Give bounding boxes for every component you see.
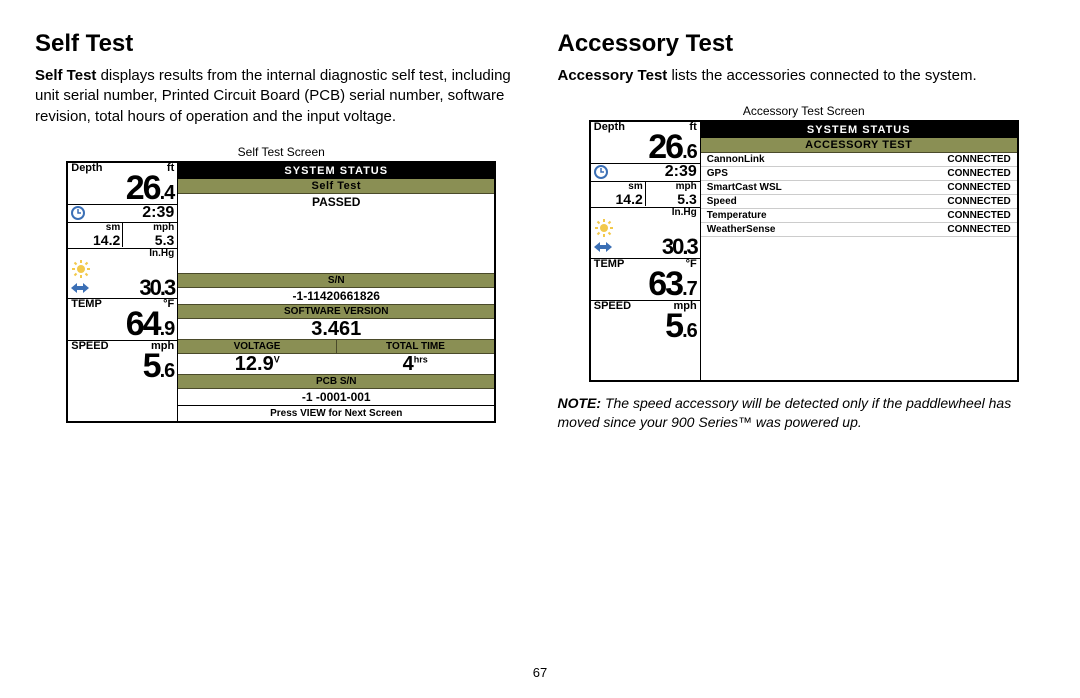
arrow-icon xyxy=(594,241,612,253)
self-test-status: PASSED xyxy=(178,194,494,210)
voltage-label: VOLTAGE xyxy=(178,339,337,354)
sun-icon xyxy=(594,218,614,238)
accessory-row: GPSCONNECTED xyxy=(701,167,1017,181)
accessory-note: NOTE: The speed accessory will be detect… xyxy=(558,394,1051,432)
accessory-list: CannonLinkCONNECTEDGPSCONNECTEDSmartCast… xyxy=(701,153,1017,380)
accessory-row: WeatherSenseCONNECTED xyxy=(701,223,1017,237)
self-test-main: SYSTEM STATUS Self Test PASSED S/N -1-11… xyxy=(178,163,494,421)
page-number: 67 xyxy=(0,665,1080,680)
self-test-heading: Self Test xyxy=(35,30,528,58)
accessory-row: SmartCast WSLCONNECTED xyxy=(701,181,1017,195)
accessory-row: SpeedCONNECTED xyxy=(701,195,1017,209)
total-time-label: TOTAL TIME xyxy=(337,339,495,354)
self-test-description: Self Test displays results from the inte… xyxy=(35,66,528,127)
clock-icon xyxy=(594,165,608,179)
voltage-value: 12.9V xyxy=(178,354,336,374)
sw-value: 3.461 xyxy=(178,319,494,339)
sn-value: -1-11420661826 xyxy=(178,288,494,304)
pcb-label: PCB S/N xyxy=(178,374,494,389)
system-status-header: SYSTEM STATUS xyxy=(701,122,1017,138)
accessory-main: SYSTEM STATUS ACCESSORY TEST CannonLinkC… xyxy=(701,122,1017,380)
accessory-row: TemperatureCONNECTED xyxy=(701,209,1017,223)
arrow-icon xyxy=(71,282,89,294)
accessory-test-heading: Accessory Test xyxy=(558,30,1051,58)
sun-icon xyxy=(71,259,91,279)
system-status-header: SYSTEM STATUS xyxy=(178,163,494,179)
pcb-value: -1 -0001-001 xyxy=(178,389,494,405)
clock-icon xyxy=(71,206,85,220)
self-test-title: Self Test xyxy=(178,179,494,194)
accessory-row: CannonLinkCONNECTED xyxy=(701,153,1017,167)
accessory-title: ACCESSORY TEST xyxy=(701,138,1017,153)
total-time-value: 4hrs xyxy=(336,354,494,374)
sn-label: S/N xyxy=(178,273,494,288)
accessory-test-caption: Accessory Test Screen xyxy=(558,104,1051,118)
accessory-test-screen: Depthft 26.6 2:39 sm14.2 mph5.3 In.Hg xyxy=(589,120,1019,382)
self-test-caption: Self Test Screen xyxy=(35,145,528,159)
sidebar: Depthft 26.4 2:39 sm14.2 mph5.3 In.Hg xyxy=(68,163,178,421)
self-test-footer: Press VIEW for Next Screen xyxy=(178,405,494,421)
sw-label: SOFTWARE VERSION xyxy=(178,304,494,319)
accessory-test-description: Accessory Test lists the accessories con… xyxy=(558,66,1051,86)
sidebar: Depthft 26.6 2:39 sm14.2 mph5.3 In.Hg xyxy=(591,122,701,380)
self-test-screen: Depthft 26.4 2:39 sm14.2 mph5.3 In.Hg xyxy=(66,161,496,423)
